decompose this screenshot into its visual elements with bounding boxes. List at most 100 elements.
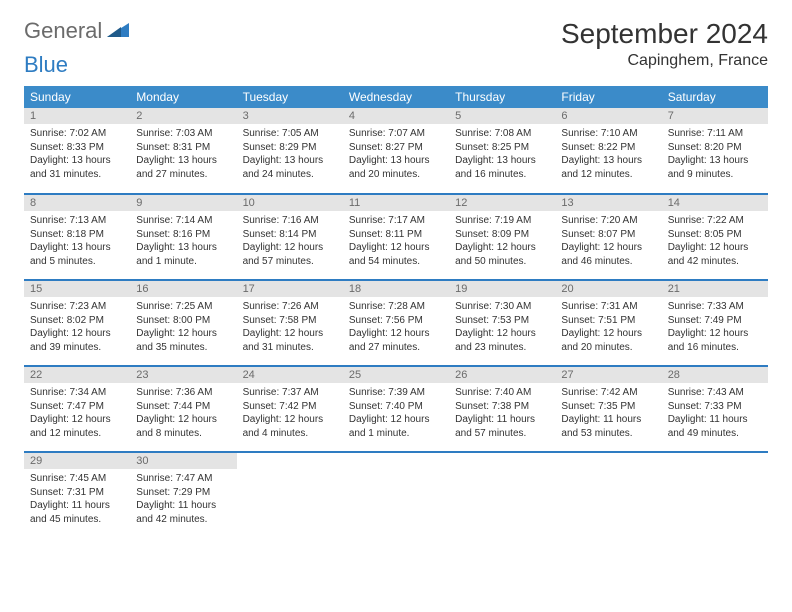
sunrise-line: Sunrise: 7:36 AM	[136, 386, 230, 400]
day-details: Sunrise: 7:31 AMSunset: 7:51 PMDaylight:…	[555, 297, 661, 360]
daylight-line-2: and 20 minutes.	[561, 341, 655, 355]
daylight-line-2: and 16 minutes.	[668, 341, 762, 355]
calendar-cell-empty	[343, 452, 449, 538]
day-number: 7	[662, 108, 768, 124]
weekday-header: Saturday	[662, 86, 768, 108]
calendar-cell: 15Sunrise: 7:23 AMSunset: 8:02 PMDayligh…	[24, 280, 130, 366]
day-number: 15	[24, 281, 130, 297]
daylight-line-1: Daylight: 12 hours	[30, 413, 124, 427]
day-details: Sunrise: 7:33 AMSunset: 7:49 PMDaylight:…	[662, 297, 768, 360]
sunrise-line: Sunrise: 7:45 AM	[30, 472, 124, 486]
sunset-line: Sunset: 7:53 PM	[455, 314, 549, 328]
calendar-cell: 20Sunrise: 7:31 AMSunset: 7:51 PMDayligh…	[555, 280, 661, 366]
calendar-cell: 19Sunrise: 7:30 AMSunset: 7:53 PMDayligh…	[449, 280, 555, 366]
calendar-head: SundayMondayTuesdayWednesdayThursdayFrid…	[24, 86, 768, 108]
sunset-line: Sunset: 7:44 PM	[136, 400, 230, 414]
calendar-cell-empty	[662, 452, 768, 538]
day-details: Sunrise: 7:08 AMSunset: 8:25 PMDaylight:…	[449, 124, 555, 187]
brand-name-2: Blue	[24, 52, 768, 78]
sunset-line: Sunset: 7:58 PM	[243, 314, 337, 328]
sunset-line: Sunset: 7:40 PM	[349, 400, 443, 414]
sunrise-line: Sunrise: 7:25 AM	[136, 300, 230, 314]
calendar-cell: 2Sunrise: 7:03 AMSunset: 8:31 PMDaylight…	[130, 108, 236, 194]
day-number: 28	[662, 367, 768, 383]
sunrise-line: Sunrise: 7:13 AM	[30, 214, 124, 228]
daylight-line-2: and 50 minutes.	[455, 255, 549, 269]
day-details: Sunrise: 7:40 AMSunset: 7:38 PMDaylight:…	[449, 383, 555, 446]
day-number: 16	[130, 281, 236, 297]
calendar-cell: 29Sunrise: 7:45 AMSunset: 7:31 PMDayligh…	[24, 452, 130, 538]
daylight-line-1: Daylight: 11 hours	[136, 499, 230, 513]
daylight-line-1: Daylight: 13 hours	[561, 154, 655, 168]
day-details: Sunrise: 7:05 AMSunset: 8:29 PMDaylight:…	[237, 124, 343, 187]
sunrise-line: Sunrise: 7:37 AM	[243, 386, 337, 400]
daylight-line-2: and 53 minutes.	[561, 427, 655, 441]
sunset-line: Sunset: 8:11 PM	[349, 228, 443, 242]
daylight-line-1: Daylight: 13 hours	[243, 154, 337, 168]
daylight-line-1: Daylight: 12 hours	[243, 327, 337, 341]
calendar-cell: 13Sunrise: 7:20 AMSunset: 8:07 PMDayligh…	[555, 194, 661, 280]
daylight-line-1: Daylight: 11 hours	[561, 413, 655, 427]
weekday-header: Thursday	[449, 86, 555, 108]
calendar-cell: 9Sunrise: 7:14 AMSunset: 8:16 PMDaylight…	[130, 194, 236, 280]
day-details: Sunrise: 7:39 AMSunset: 7:40 PMDaylight:…	[343, 383, 449, 446]
calendar-row: 1Sunrise: 7:02 AMSunset: 8:33 PMDaylight…	[24, 108, 768, 194]
day-number: 9	[130, 195, 236, 211]
sunrise-line: Sunrise: 7:26 AM	[243, 300, 337, 314]
daylight-line-2: and 16 minutes.	[455, 168, 549, 182]
calendar-cell: 26Sunrise: 7:40 AMSunset: 7:38 PMDayligh…	[449, 366, 555, 452]
calendar-cell: 7Sunrise: 7:11 AMSunset: 8:20 PMDaylight…	[662, 108, 768, 194]
calendar-cell: 14Sunrise: 7:22 AMSunset: 8:05 PMDayligh…	[662, 194, 768, 280]
sunrise-line: Sunrise: 7:22 AM	[668, 214, 762, 228]
day-number: 25	[343, 367, 449, 383]
sunset-line: Sunset: 8:31 PM	[136, 141, 230, 155]
daylight-line-2: and 24 minutes.	[243, 168, 337, 182]
day-details: Sunrise: 7:07 AMSunset: 8:27 PMDaylight:…	[343, 124, 449, 187]
sunrise-line: Sunrise: 7:42 AM	[561, 386, 655, 400]
daylight-line-2: and 1 minute.	[136, 255, 230, 269]
calendar-cell: 12Sunrise: 7:19 AMSunset: 8:09 PMDayligh…	[449, 194, 555, 280]
day-details: Sunrise: 7:37 AMSunset: 7:42 PMDaylight:…	[237, 383, 343, 446]
sunset-line: Sunset: 7:31 PM	[30, 486, 124, 500]
calendar-cell: 1Sunrise: 7:02 AMSunset: 8:33 PMDaylight…	[24, 108, 130, 194]
sunset-line: Sunset: 8:25 PM	[455, 141, 549, 155]
daylight-line-1: Daylight: 13 hours	[349, 154, 443, 168]
day-details: Sunrise: 7:17 AMSunset: 8:11 PMDaylight:…	[343, 211, 449, 274]
daylight-line-2: and 42 minutes.	[668, 255, 762, 269]
sunset-line: Sunset: 8:05 PM	[668, 228, 762, 242]
calendar-cell: 27 Sunrise: 7:42 AMSunset: 7:35 PMDayligh…	[555, 366, 661, 452]
day-number: 1	[24, 108, 130, 124]
calendar-cell: 17Sunrise: 7:26 AMSunset: 7:58 PMDayligh…	[237, 280, 343, 366]
sunrise-line: Sunrise: 7:23 AM	[30, 300, 124, 314]
sunset-line: Sunset: 8:07 PM	[561, 228, 655, 242]
daylight-line-2: and 31 minutes.	[243, 341, 337, 355]
sunrise-line: Sunrise: 7:17 AM	[349, 214, 443, 228]
sunset-line: Sunset: 7:47 PM	[30, 400, 124, 414]
sunset-line: Sunset: 7:35 PM	[561, 400, 655, 414]
sunrise-line: Sunrise: 7:34 AM	[30, 386, 124, 400]
calendar-cell: 16Sunrise: 7:25 AMSunset: 8:00 PMDayligh…	[130, 280, 236, 366]
calendar-row: 22Sunrise: 7:34 AMSunset: 7:47 PMDayligh…	[24, 366, 768, 452]
day-number: 30	[130, 453, 236, 469]
sunset-line: Sunset: 8:22 PM	[561, 141, 655, 155]
calendar-row: 8Sunrise: 7:13 AMSunset: 8:18 PMDaylight…	[24, 194, 768, 280]
day-number: 3	[237, 108, 343, 124]
calendar-cell: 28Sunrise: 7:43 AMSunset: 7:33 PMDayligh…	[662, 366, 768, 452]
calendar-cell: 4Sunrise: 7:07 AMSunset: 8:27 PMDaylight…	[343, 108, 449, 194]
daylight-line-2: and 27 minutes.	[136, 168, 230, 182]
daylight-line-2: and 12 minutes.	[561, 168, 655, 182]
daylight-line-1: Daylight: 12 hours	[561, 241, 655, 255]
daylight-line-2: and 49 minutes.	[668, 427, 762, 441]
sunset-line: Sunset: 8:27 PM	[349, 141, 443, 155]
daylight-line-1: Daylight: 12 hours	[668, 241, 762, 255]
daylight-line-1: Daylight: 12 hours	[136, 413, 230, 427]
calendar-body: 1Sunrise: 7:02 AMSunset: 8:33 PMDaylight…	[24, 108, 768, 538]
sunset-line: Sunset: 8:02 PM	[30, 314, 124, 328]
sunset-line: Sunset: 7:33 PM	[668, 400, 762, 414]
sunset-line: Sunset: 8:33 PM	[30, 141, 124, 155]
sunset-line: Sunset: 8:16 PM	[136, 228, 230, 242]
day-details: Sunrise: 7:16 AMSunset: 8:14 PMDaylight:…	[237, 211, 343, 274]
day-number: 27	[555, 367, 661, 383]
day-details: Sunrise: 7:28 AMSunset: 7:56 PMDaylight:…	[343, 297, 449, 360]
daylight-line-1: Daylight: 13 hours	[30, 241, 124, 255]
